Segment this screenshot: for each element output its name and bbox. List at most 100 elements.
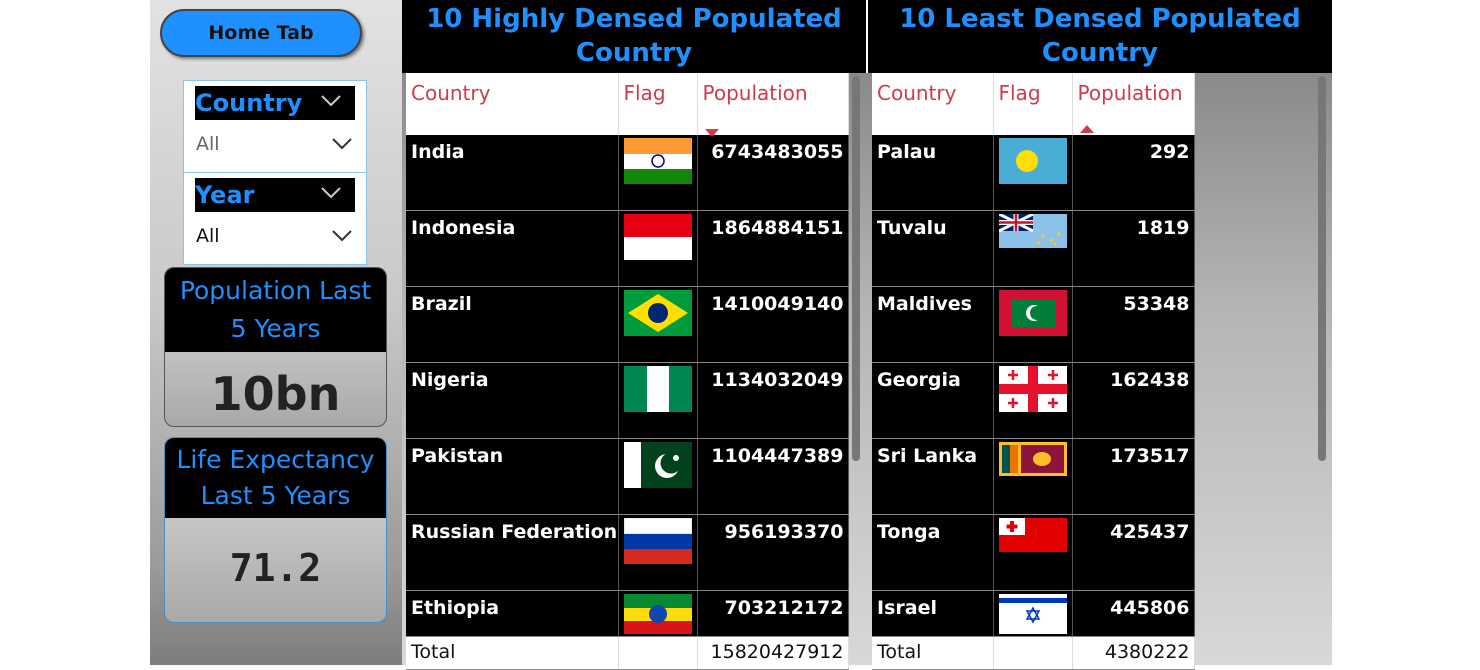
flag — [623, 442, 692, 488]
population-cell: 425437 — [1072, 514, 1195, 591]
flag-cell — [993, 636, 1073, 670]
sort-indicator — [1079, 125, 1094, 133]
country-cell: Russian Federation — [406, 514, 619, 591]
table-row: Ethiopia 703212172 — [406, 590, 849, 637]
table-row: Georgia 162438 — [872, 362, 1195, 439]
flag-cell — [993, 514, 1073, 591]
card-title: Life Expectancy Last 5 Years — [165, 438, 386, 518]
country-cell: Nigeria — [406, 362, 619, 439]
year-slicer[interactable]: Year All — [183, 172, 367, 265]
sort-indicator — [704, 129, 719, 137]
header-row: Country Flag Population — [406, 73, 849, 137]
table-row: Israel 445806 — [872, 590, 1195, 637]
table-row: Maldives 53348 — [872, 286, 1195, 363]
flag — [998, 518, 1067, 552]
slicer-header: Country — [195, 86, 355, 120]
table-row: Russian Federation 956193370 — [406, 514, 849, 591]
total-value: 4380222 — [1072, 636, 1195, 670]
table-row: Palau 292 — [872, 135, 1195, 211]
flag-cell — [618, 590, 698, 637]
table-row: Nigeria 1134032049 — [406, 362, 849, 439]
header-row: Country Flag Population — [872, 73, 1195, 135]
table-title: 10 Least Densed Populated Country — [868, 0, 1332, 73]
flag-cell — [993, 362, 1073, 439]
table-row: Indonesia 1864884151 — [406, 210, 849, 287]
table-title: 10 Highly Densed Populated Country — [402, 0, 866, 73]
column-header[interactable]: Country — [872, 73, 994, 135]
country-cell: India — [406, 135, 619, 211]
population-cell: 703212172 — [697, 590, 849, 637]
slicer-value: All — [196, 225, 220, 247]
flag-cell — [618, 135, 698, 211]
population-cell: 445806 — [1072, 590, 1195, 637]
population-cell: 162438 — [1072, 362, 1195, 439]
population-cell: 292 — [1072, 135, 1195, 211]
population-cell: 173517 — [1072, 438, 1195, 515]
flag-cell — [993, 590, 1073, 637]
table-row: Pakistan 1104447389 — [406, 438, 849, 515]
flag-cell — [618, 514, 698, 591]
country-cell: Maldives — [872, 286, 994, 363]
chevron — [321, 95, 341, 107]
flag-cell — [993, 438, 1073, 515]
flag — [623, 290, 692, 336]
flag — [623, 518, 692, 564]
flag — [998, 366, 1067, 412]
chevron[interactable] — [332, 137, 352, 151]
country-cell: Israel — [872, 590, 994, 637]
flag — [998, 442, 1067, 476]
flag-cell — [993, 210, 1073, 287]
country-cell: Tonga — [872, 514, 994, 591]
population-card: Population Last 5 Years 10bn — [164, 267, 387, 427]
card-value: 10bn — [210, 367, 341, 421]
column-header[interactable]: Population — [1072, 73, 1195, 135]
flag-cell — [618, 286, 698, 363]
population-cell: 1864884151 — [697, 210, 849, 287]
country-cell: Sri Lanka — [872, 438, 994, 515]
country-cell: Indonesia — [406, 210, 619, 287]
column-header[interactable]: Flag — [993, 73, 1073, 135]
slicer-value: All — [196, 133, 220, 155]
flag — [623, 214, 692, 260]
table-row: Tonga 425437 — [872, 514, 1195, 591]
population-cell: 53348 — [1072, 286, 1195, 363]
chevron[interactable] — [332, 229, 352, 243]
column-header[interactable]: Flag — [618, 73, 698, 135]
country-cell: Palau — [872, 135, 994, 211]
home-button[interactable]: Home Tab — [160, 9, 362, 57]
data-table: Country Flag Population Palau 292 Tuvalu… — [872, 73, 1195, 670]
country-slicer[interactable]: Country All — [183, 80, 367, 173]
total-label: Total — [406, 636, 619, 670]
population-cell: 956193370 — [697, 514, 849, 591]
flag — [998, 214, 1067, 248]
card-value: 71.2 — [229, 546, 322, 590]
flag-cell — [618, 210, 698, 287]
slicer-label: Country — [195, 89, 303, 117]
column-label: Population — [1077, 81, 1183, 105]
slicer-label: Year — [195, 181, 255, 209]
flag — [623, 594, 692, 634]
flag-cell — [993, 135, 1073, 211]
table-row: Brazil 1410049140 — [406, 286, 849, 363]
data-table: Country Flag Population India 6743483055… — [406, 73, 849, 670]
flag — [998, 138, 1067, 184]
country-cell: Ethiopia — [406, 590, 619, 637]
chevron — [321, 187, 341, 199]
scrollbar[interactable] — [1318, 76, 1326, 461]
flag — [623, 366, 692, 412]
flag — [998, 594, 1067, 634]
population-cell: 6743483055 — [697, 135, 849, 211]
flag — [623, 138, 692, 184]
table-row: Tuvalu 1819 — [872, 210, 1195, 287]
total-row: Total 4380222 — [872, 636, 1195, 670]
scrollbar[interactable] — [852, 76, 860, 461]
flag — [998, 290, 1067, 336]
population-cell: 1819 — [1072, 210, 1195, 287]
population-cell: 1410049140 — [697, 286, 849, 363]
column-header[interactable]: Country — [406, 73, 619, 135]
country-cell: Georgia — [872, 362, 994, 439]
column-header[interactable]: Population — [697, 73, 849, 137]
table-row: Sri Lanka 173517 — [872, 438, 1195, 515]
flag-cell — [993, 286, 1073, 363]
